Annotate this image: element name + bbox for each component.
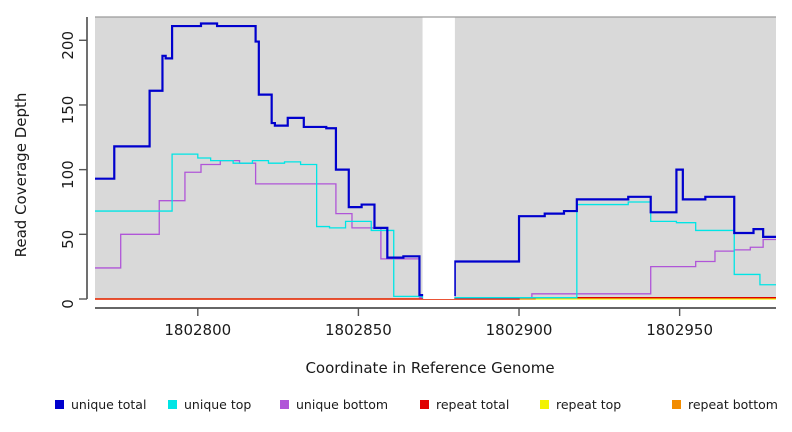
- axis-layer: 0 50 100 150 200 1802800 1802850 1802900 1802950: [59, 17, 776, 339]
- y-tick-label: 100: [59, 160, 77, 189]
- y-axis-title: Read Coverage Depth: [12, 93, 30, 258]
- legend-label-unique-bottom: unique bottom: [296, 397, 388, 412]
- y-tick-label: 0: [59, 299, 77, 309]
- x-tick-label: 1802800: [164, 321, 231, 339]
- series-line-unique-top: [95, 153, 776, 299]
- y-tick-label: 150: [59, 96, 77, 125]
- x-tick-label: 1802900: [486, 321, 553, 339]
- y-tick-label: 200: [59, 31, 77, 60]
- series-line-unique-bottom: [95, 159, 776, 299]
- legend-swatch-repeat-bottom: [672, 400, 681, 409]
- legend: unique total unique top unique bottom repea…: [55, 397, 778, 412]
- legend-label-unique-total: unique total: [71, 397, 146, 412]
- series-layer: [95, 18, 776, 300]
- legend-swatch-unique-top: [168, 400, 177, 409]
- legend-label-repeat-bottom: repeat bottom: [688, 397, 778, 412]
- legend-swatch-repeat-total: [420, 400, 429, 409]
- series-line-unique-total: [95, 22, 776, 297]
- legend-label-repeat-total: repeat total: [436, 397, 509, 412]
- panel-background-right: [454, 17, 776, 299]
- gap-mask: [423, 18, 455, 299]
- legend-label-unique-top: unique top: [184, 397, 251, 412]
- legend-label-repeat-top: repeat top: [556, 397, 621, 412]
- y-tick-label: 50: [59, 230, 77, 249]
- legend-swatch-unique-bottom: [280, 400, 289, 409]
- x-tick-label: 1802850: [325, 321, 392, 339]
- legend-swatch-repeat-top: [540, 400, 549, 409]
- x-tick-label: 1802950: [646, 321, 713, 339]
- x-axis-title: Coordinate in Reference Genome: [305, 359, 554, 377]
- legend-swatch-unique-total: [55, 400, 64, 409]
